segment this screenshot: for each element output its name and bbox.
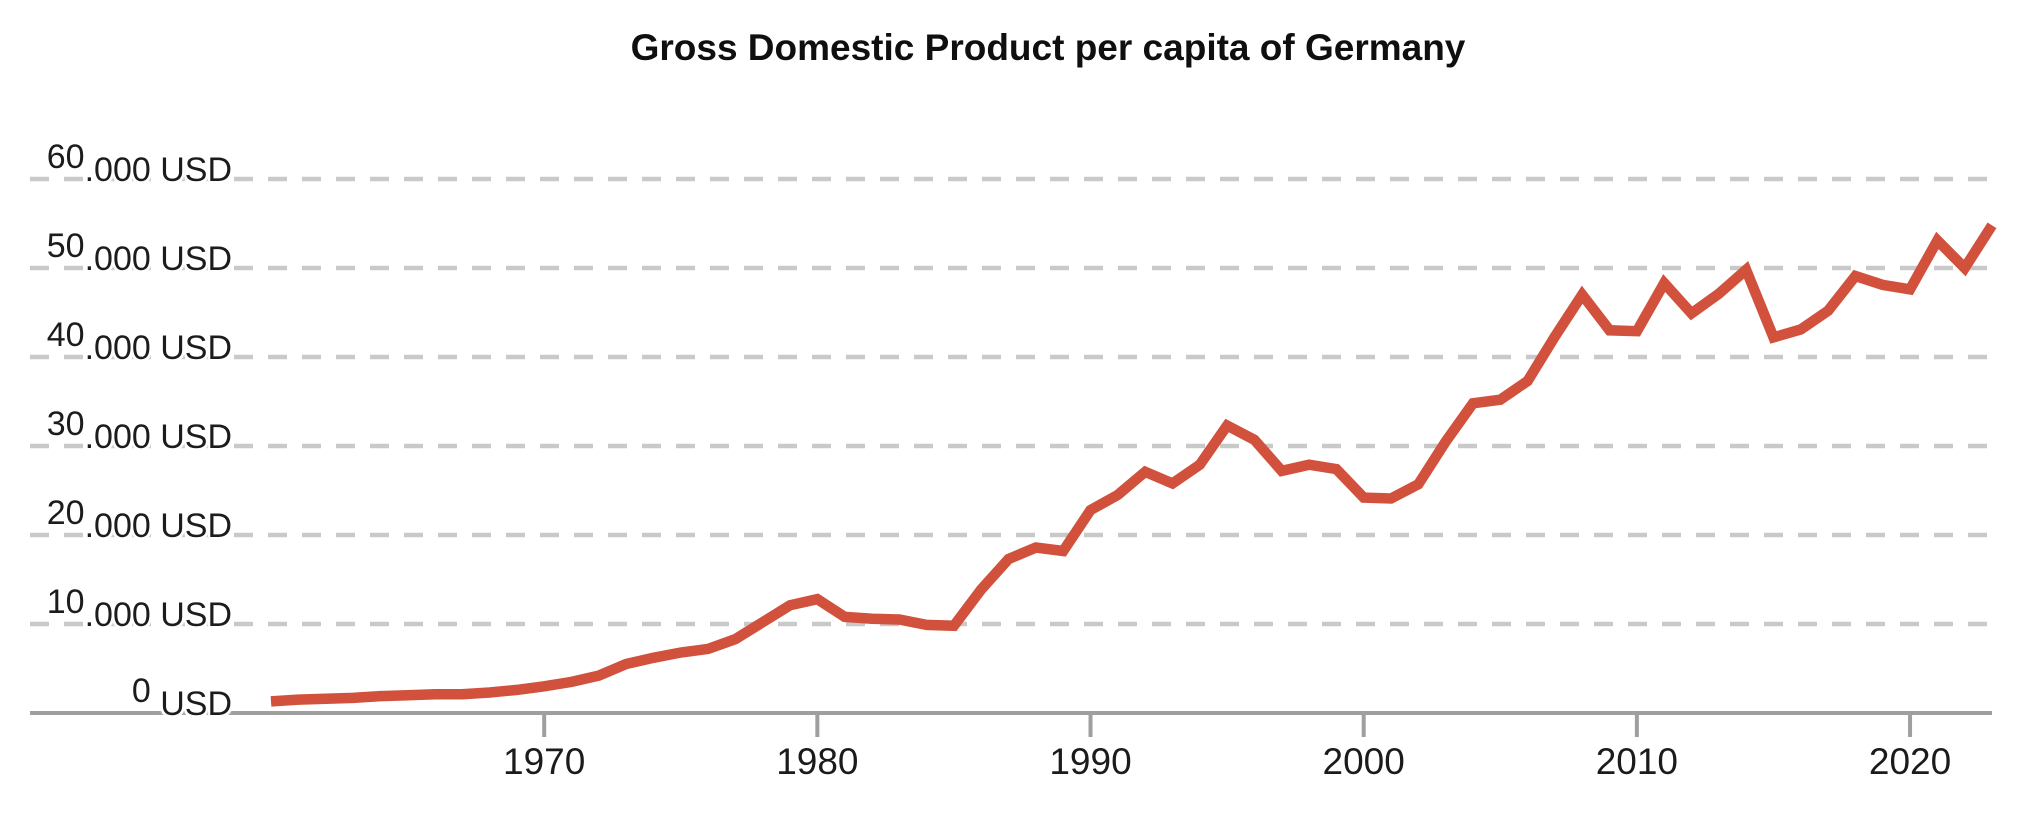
chart-title: Gross Domestic Product per capita of Ger… [630,27,1466,68]
y-tick-unit: USD [150,685,232,723]
y-tick-unit: .000 USD [84,418,232,456]
y-tick-unit: .000 USD [84,240,232,278]
y-tick-label: 10.000 USD [47,583,232,634]
y-tick-unit: .000 USD [84,151,232,189]
y-tick-unit: .000 USD [84,507,232,545]
x-tick-label: 2000 [1322,741,1405,782]
x-tick-label: 2010 [1595,741,1679,782]
y-tick-label: 30.000 USD [47,405,232,456]
y-tick-number: 10 [46,583,85,621]
y-tick-label: 20.000 USD [47,494,232,545]
y-tick-number: 30 [46,405,85,443]
gdp-line [270,222,1997,707]
x-tick-label: 1980 [776,741,859,782]
y-tick-label: 50.000 USD [47,227,232,278]
y-tick-label: 60.000 USD [47,138,232,189]
y-tick-number: 20 [46,494,85,532]
y-tick-number: 40 [46,316,85,354]
x-tick-label: 2020 [1868,741,1952,782]
y-tick-unit: .000 USD [84,596,232,634]
y-tick-label: 0 USD [132,672,232,723]
y-tick-number: 0 [131,672,151,710]
x-tick-label: 1990 [1049,741,1132,782]
x-tick-label: 1970 [503,741,586,782]
y-tick-unit: .000 USD [84,329,232,367]
y-tick-label: 40.000 USD [47,316,232,367]
y-tick-number: 50 [46,227,85,265]
y-tick-number: 60 [46,138,85,176]
